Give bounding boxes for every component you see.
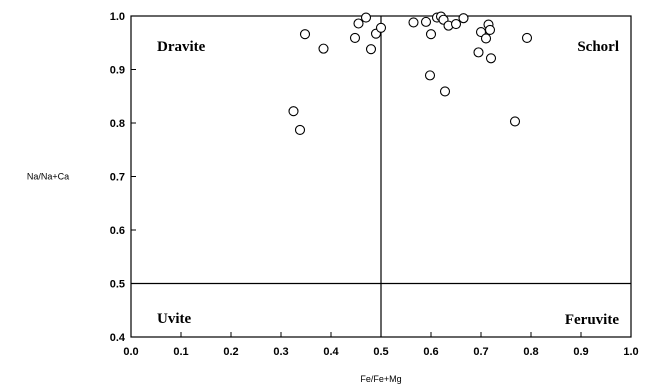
data-point bbox=[318, 43, 329, 54]
region-label-uvite: Uvite bbox=[157, 311, 191, 327]
data-point bbox=[458, 13, 469, 24]
data-point bbox=[509, 116, 521, 127]
y-axis-label: Na/Na+Ca bbox=[27, 172, 69, 182]
data-point bbox=[349, 32, 361, 43]
x-axis-label: Fe/Fe+Mg bbox=[360, 374, 401, 384]
data-point bbox=[439, 86, 451, 97]
y-tick-label: 0.8 bbox=[110, 118, 125, 130]
x-tick-label: 0.4 bbox=[323, 346, 339, 358]
data-point bbox=[425, 29, 437, 40]
x-tick-label: 1.0 bbox=[623, 346, 638, 358]
y-tick-label: 0.7 bbox=[110, 172, 125, 184]
data-point bbox=[408, 17, 419, 28]
data-point bbox=[288, 106, 299, 117]
x-tick-label: 0.8 bbox=[523, 346, 538, 358]
data-point bbox=[353, 18, 364, 29]
data-point bbox=[450, 18, 462, 30]
y-tick-label: 0.5 bbox=[110, 279, 125, 291]
data-point bbox=[485, 53, 497, 64]
x-tick-label: 0.7 bbox=[473, 346, 488, 358]
x-tick-label: 0.9 bbox=[573, 346, 588, 358]
data-point bbox=[365, 44, 377, 55]
x-axis-ticks: 0.0 0.1 0.2 0.3 0.4 0.5 0.6 0.7 0.8 0.9 1.0 bbox=[123, 332, 639, 358]
data-point bbox=[360, 12, 372, 23]
y-tick-label: 1.0 bbox=[110, 11, 125, 23]
region-label-feruvite: Feruvite bbox=[565, 312, 619, 328]
x-tick-label: 0.6 bbox=[423, 346, 438, 358]
data-point bbox=[484, 24, 496, 35]
data-point bbox=[294, 124, 306, 136]
data-point bbox=[299, 29, 311, 40]
x-tick-label: 0.2 bbox=[223, 346, 238, 358]
region-label-dravite: Dravite bbox=[157, 39, 206, 55]
y-tick-label: 0.6 bbox=[110, 225, 125, 237]
y-tick-label: 0.4 bbox=[110, 332, 126, 344]
data-point bbox=[420, 16, 432, 27]
data-points bbox=[288, 11, 533, 136]
x-tick-label: 0.0 bbox=[123, 346, 138, 358]
region-label-schorl: Schorl bbox=[577, 39, 619, 55]
data-point bbox=[480, 33, 492, 44]
x-tick-label: 0.5 bbox=[373, 346, 388, 358]
y-tick-label: 0.9 bbox=[110, 65, 125, 77]
data-point bbox=[424, 70, 436, 81]
data-point bbox=[473, 47, 484, 58]
data-point bbox=[375, 22, 387, 33]
x-tick-label: 0.1 bbox=[173, 346, 188, 358]
data-point bbox=[521, 32, 533, 43]
x-tick-label: 0.3 bbox=[273, 346, 288, 358]
y-axis-ticks: 0.4 0.5 0.6 0.7 0.8 0.9 1.0 bbox=[110, 11, 136, 344]
